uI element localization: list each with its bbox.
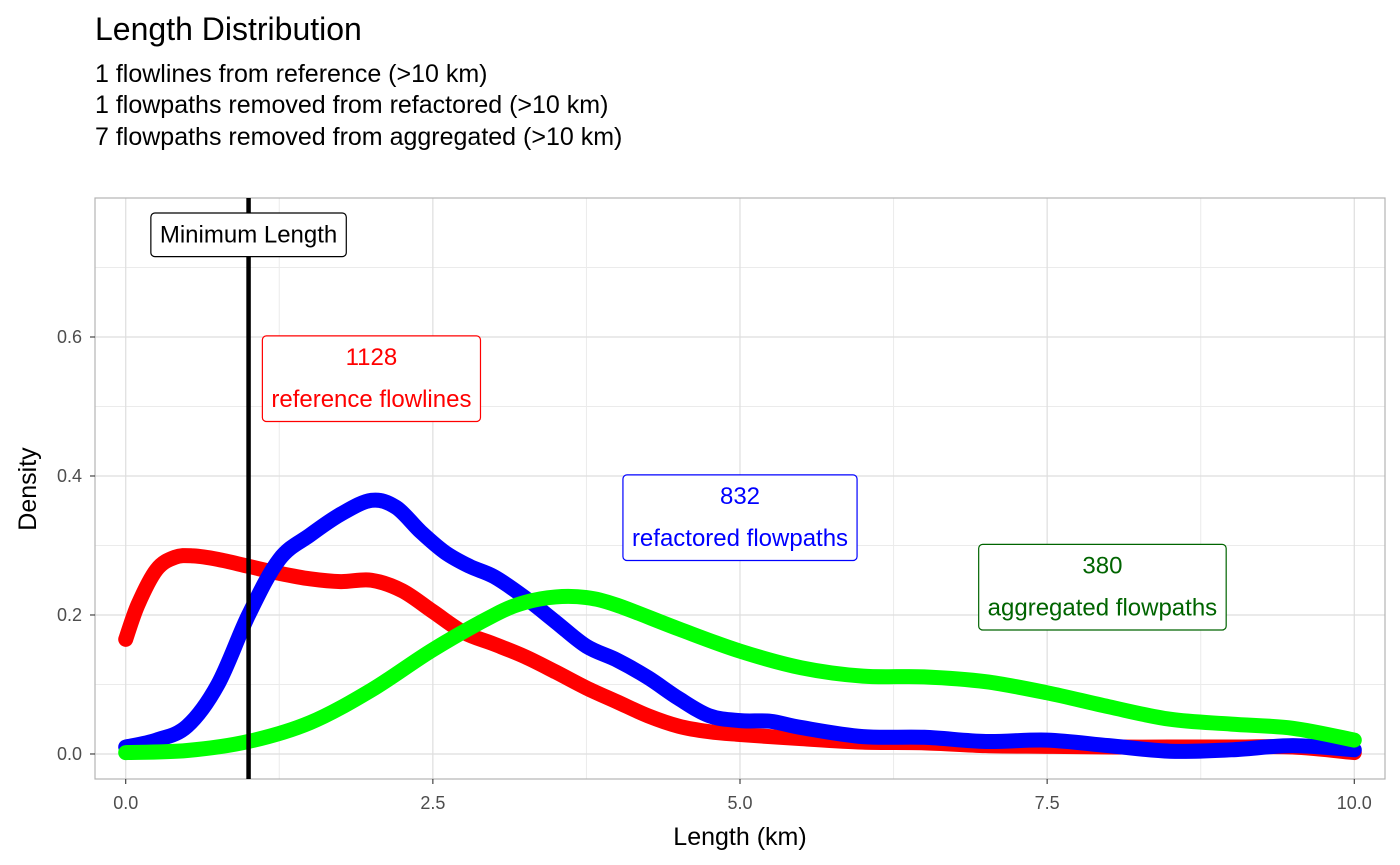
x-tick-label: 10.0: [1337, 793, 1372, 813]
annotation-reference-text-2: reference flowlines: [271, 386, 471, 413]
chart-subtitle-line-3: 7 flowpaths removed from aggregated (>10…: [95, 123, 622, 151]
x-tick-label: 0.0: [113, 793, 138, 813]
annotation-reference-box: [261, 335, 482, 423]
annotation-reference: 1128 reference flowlines: [261, 335, 482, 423]
chart-subtitle-line-1: 1 flowlines from reference (>10 km): [95, 60, 488, 88]
series-line-aggregated: [118, 588, 1362, 761]
annotation-reference-text-1: 1128: [346, 344, 398, 371]
y-tick-label: 0.0: [57, 744, 82, 764]
minimum-length-label: Minimum Length: [150, 212, 347, 258]
annotation-aggregated: 380 aggregated flowpaths: [978, 543, 1227, 631]
y-tick-label: 0.6: [57, 327, 82, 347]
annotation-layer: 1128 reference flowlines 832 refactored flo…: [261, 335, 1227, 631]
annotation-refactored: 832 refactored flowpaths: [622, 474, 858, 562]
tick-layer: 0.0 2.5 5.0 7.5 10.0 0.0 0.2 0.4 0.6: [57, 327, 1372, 813]
annotation-aggregated-box: [978, 543, 1227, 631]
annotation-aggregated-text-1: 380: [1082, 553, 1122, 580]
x-tick-label: 7.5: [1035, 793, 1060, 813]
series-layer: [118, 492, 1362, 761]
x-tick-label: 5.0: [727, 793, 752, 813]
x-axis-title: Length (km): [673, 823, 806, 851]
annotation-refactored-box: [622, 474, 858, 562]
y-axis-title: Density: [14, 447, 42, 531]
chart-subtitle-line-2: 1 flowpaths removed from refactored (>10…: [95, 91, 608, 119]
annotation-refactored-text-1: 832: [720, 483, 760, 510]
series-line-refactored: [118, 492, 1362, 759]
minimum-length-label-box: [150, 212, 347, 258]
annotation-aggregated-text-2: aggregated flowpaths: [988, 595, 1218, 622]
chart-title: Length Distribution: [95, 11, 362, 47]
minimum-length-label-text-1: Minimum Length: [160, 221, 337, 248]
minimum-length-layer: Minimum Length: [150, 198, 347, 779]
annotation-refactored-text-2: refactored flowpaths: [632, 525, 848, 552]
x-tick-label: 2.5: [420, 793, 445, 813]
y-tick-label: 0.4: [57, 466, 82, 486]
y-tick-label: 0.2: [57, 605, 82, 625]
